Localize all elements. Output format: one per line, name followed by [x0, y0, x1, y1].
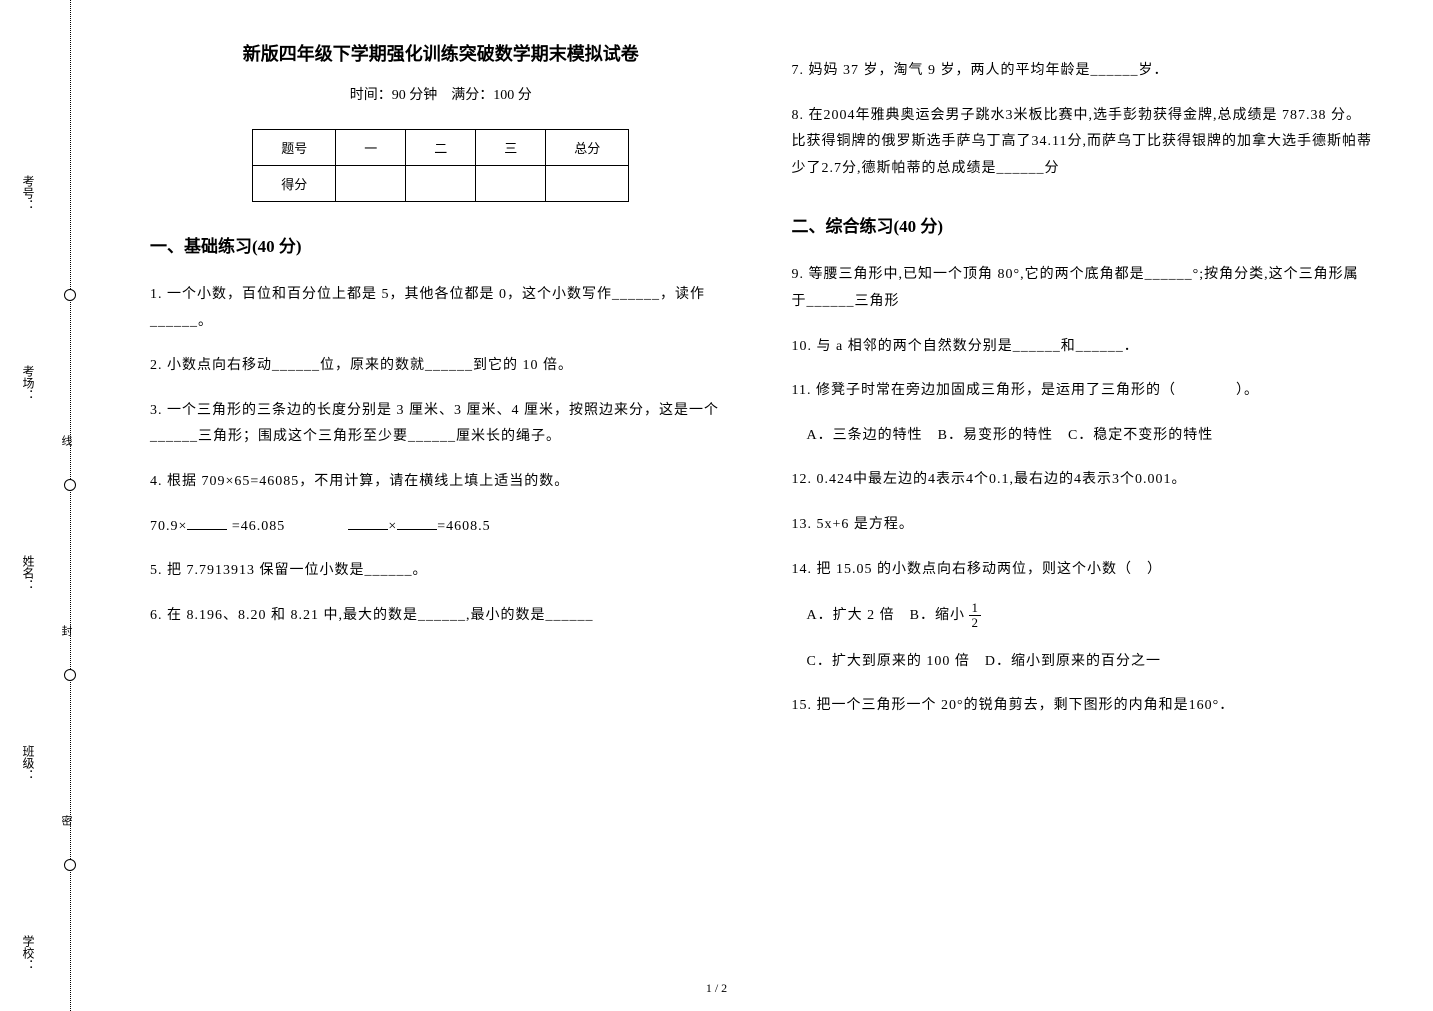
score-th: 总分 [546, 130, 629, 166]
score-cell [546, 166, 629, 202]
question-13: 13. 5x+6 是方程。 [792, 512, 1374, 539]
section1-heading: 一、基础练习(40 分) [150, 232, 732, 257]
binding-circle-icon [64, 289, 76, 301]
exam-subtitle: 时间：90 分钟 满分：100 分 [150, 84, 732, 104]
question-10: 10. 与 a 相邻的两个自然数分别是______和______． [792, 334, 1374, 361]
question-7: 7. 妈妈 37 岁，淘气 9 岁，两人的平均年龄是______岁． [792, 58, 1374, 85]
binding-label-room: 考场： [20, 365, 37, 401]
binding-margin: 学校： 班级： 姓名： 考场： 考号： 密 封 线 [0, 0, 90, 1011]
right-column: 7. 妈妈 37 岁，淘气 9 岁，两人的平均年龄是______岁． 8. 在2… [762, 40, 1404, 991]
binding-circle-icon [64, 859, 76, 871]
binding-label-school: 学校： [20, 935, 37, 971]
section2-heading: 二、综合练习(40 分) [792, 212, 1374, 237]
score-row-label: 得分 [253, 166, 336, 202]
blank [397, 516, 437, 530]
binding-label-class: 班级： [20, 745, 37, 781]
blank [187, 516, 227, 530]
q14-opt-ab: A．扩大 2 倍 B．缩小 [792, 608, 965, 623]
question-14-options-cd: C．扩大到原来的 100 倍 D．缩小到原来的百分之一 [792, 649, 1374, 676]
fraction-numerator: 1 [969, 601, 981, 616]
blank [348, 516, 388, 530]
question-9: 9. 等腰三角形中,已知一个顶角 80°,它的两个底角都是______°;按角分… [792, 262, 1374, 315]
q4-mid: =46.085 [227, 519, 285, 534]
question-15: 15. 把一个三角形一个 20°的锐角剪去，剩下图形的内角和是160°． [792, 693, 1374, 720]
exam-title: 新版四年级下学期强化训练突破数学期末模拟试卷 [150, 40, 732, 66]
score-th: 二 [406, 130, 476, 166]
binding-seal-text-3: 线 [58, 435, 74, 451]
fraction-one-half: 12 [969, 601, 981, 631]
q4-right: =4608.5 [437, 519, 490, 534]
question-11: 11. 修凳子时常在旁边加固成三角形，是运用了三角形的（ ）。 [792, 378, 1374, 405]
question-11-options: A．三条边的特性 B．易变形的特性 C．稳定不变形的特性 [792, 423, 1374, 450]
question-8: 8. 在2004年雅典奥运会男子跳水3米板比赛中,选手彭勃获得金牌,总成绩是 7… [792, 103, 1374, 183]
binding-label-name: 姓名： [20, 555, 37, 591]
question-14: 14. 把 15.05 的小数点向右移动两位，则这个小数（ ） [792, 557, 1374, 584]
score-table-score-row: 得分 [253, 166, 629, 202]
binding-seal-text-1: 密 [58, 815, 74, 831]
page-content: 新版四年级下学期强化训练突破数学期末模拟试卷 时间：90 分钟 满分：100 分… [90, 0, 1433, 1011]
score-th: 题号 [253, 130, 336, 166]
binding-circle-icon [64, 479, 76, 491]
question-4: 4. 根据 709×65=46085，不用计算，请在横线上填上适当的数。 [150, 469, 732, 496]
score-table-header-row: 题号 一 二 三 总分 [253, 130, 629, 166]
score-table: 题号 一 二 三 总分 得分 [252, 129, 629, 202]
score-cell [336, 166, 406, 202]
score-th: 一 [336, 130, 406, 166]
binding-circle-icon [64, 669, 76, 681]
question-1: 1. 一个小数，百位和百分位上都是 5，其他各位都是 0，这个小数写作_____… [150, 282, 732, 335]
question-3: 3. 一个三角形的三条边的长度分别是 3 厘米、3 厘米、4 厘米，按照边来分，… [150, 398, 732, 451]
left-column: 新版四年级下学期强化训练突破数学期末模拟试卷 时间：90 分钟 满分：100 分… [120, 40, 762, 991]
binding-label-id: 考号： [20, 175, 37, 211]
fraction-denominator: 2 [969, 616, 981, 630]
page-number: 1 / 2 [706, 981, 727, 996]
question-4-blanks: 70.9× =46.085 ×=4608.5 [150, 514, 732, 541]
q4-left: 70.9× [150, 519, 187, 534]
question-6: 6. 在 8.196、8.20 和 8.21 中,最大的数是______,最小的… [150, 603, 732, 630]
score-cell [476, 166, 546, 202]
question-14-options-ab: A．扩大 2 倍 B．缩小 12 [792, 601, 1374, 631]
score-cell [406, 166, 476, 202]
question-5: 5. 把 7.7913913 保留一位小数是______。 [150, 558, 732, 585]
question-12: 12. 0.424中最左边的4表示4个0.1,最右边的4表示3个0.001。 [792, 467, 1374, 494]
score-th: 三 [476, 130, 546, 166]
question-2: 2. 小数点向右移动______位，原来的数就______到它的 10 倍。 [150, 353, 732, 380]
binding-seal-text-2: 封 [58, 625, 74, 641]
